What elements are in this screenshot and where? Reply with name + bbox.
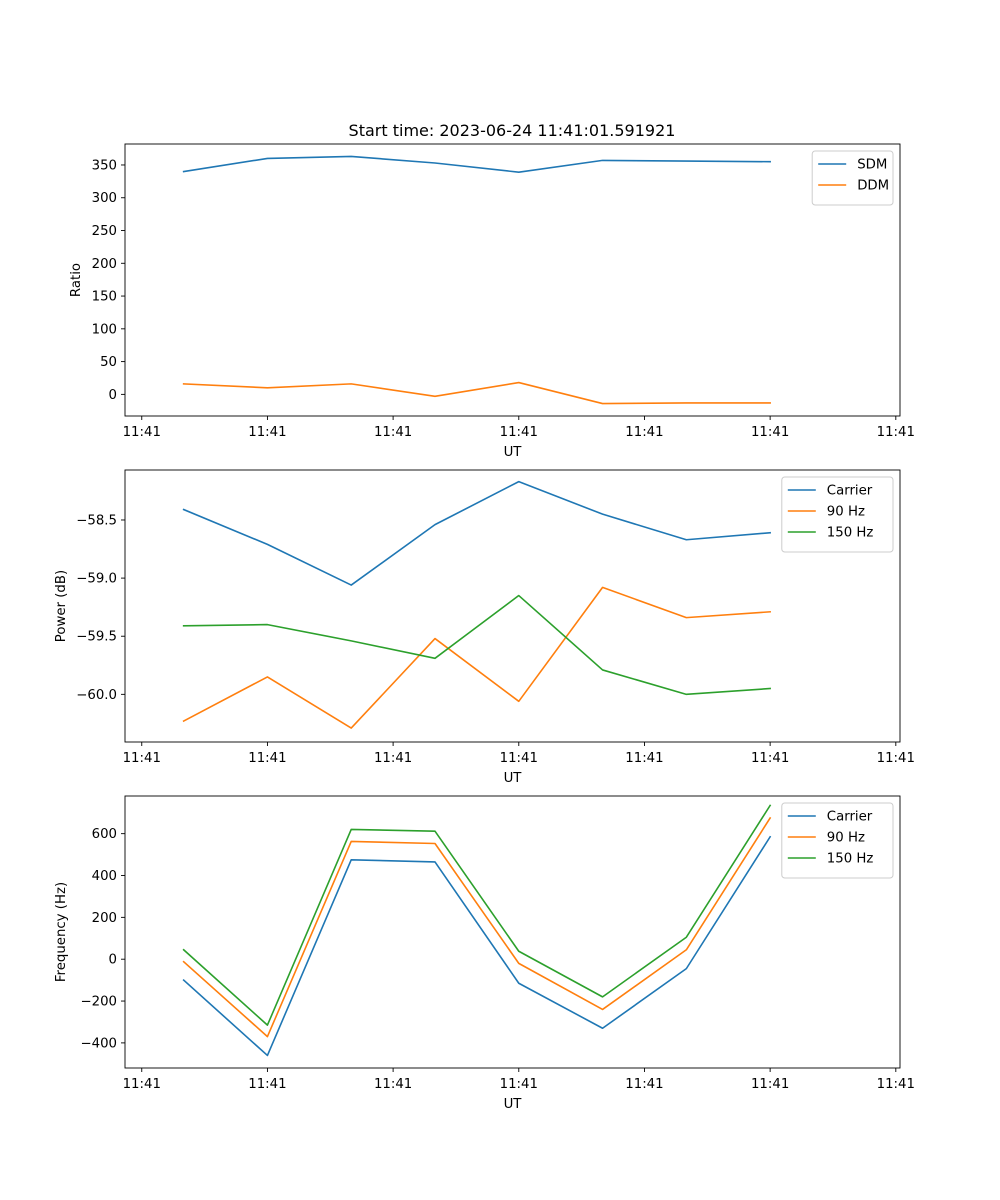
legend-label: Carrier — [827, 484, 873, 499]
series-line-90-hz — [182, 586, 771, 729]
series-line-150-hz — [182, 594, 771, 696]
legend-label: DDM — [857, 179, 889, 194]
x-tick-label: 11:41 — [625, 1077, 663, 1092]
x-tick-label: 11:41 — [500, 751, 538, 766]
legend-box — [781, 802, 894, 879]
x-tick-label: 11:41 — [877, 751, 915, 766]
legend-label: 150 Hz — [827, 852, 874, 867]
legend-box — [781, 476, 894, 553]
series-line-ddm — [182, 381, 771, 405]
legend-label: 90 Hz — [827, 831, 865, 846]
y-tick-label: 200 — [92, 257, 117, 272]
y-axis-label: Power (dB) — [54, 570, 69, 642]
y-tick-label: 400 — [92, 869, 117, 884]
y-tick-label: 300 — [92, 191, 117, 206]
x-tick-label: 11:41 — [248, 1077, 286, 1092]
x-tick-label: 11:41 — [877, 1077, 915, 1092]
y-tick-label: 250 — [92, 224, 117, 239]
series-line-150-hz — [182, 804, 772, 1026]
y-tick-label: 0 — [109, 953, 117, 968]
x-tick-label: 11:41 — [751, 751, 789, 766]
x-tick-label: 11:41 — [248, 751, 286, 766]
x-tick-label: 11:41 — [123, 425, 161, 440]
chart-panel-1: 11:41 11:41 11:41 11:41 11:41 11:41 11:41 0 50 10… — [69, 143, 915, 460]
x-tick-label: 11:41 — [500, 1077, 538, 1092]
y-tick-label: −60.0 — [76, 688, 117, 703]
x-tick-label: 11:41 — [625, 425, 663, 440]
x-axis-label: UT — [504, 771, 523, 786]
series-line-90-hz — [182, 816, 772, 1038]
legend-label: SDM — [857, 158, 887, 173]
axes-frame — [124, 143, 901, 417]
y-tick-label: −58.5 — [76, 513, 117, 528]
chart-panel-2: 11:41 11:41 11:41 11:41 11:41 11:41 11:41 −60.0… — [54, 469, 915, 786]
series-line-carrier — [182, 480, 772, 586]
x-tick-label: 11:41 — [751, 425, 789, 440]
axes-frame — [124, 469, 901, 743]
series-line-sdm — [182, 155, 771, 173]
y-tick-label: −400 — [80, 1036, 117, 1051]
y-tick-label: 350 — [92, 158, 117, 173]
x-tick-label: 11:41 — [374, 425, 412, 440]
y-tick-label: 600 — [92, 827, 117, 842]
y-tick-label: 50 — [100, 355, 117, 370]
x-tick-label: 11:41 — [625, 751, 663, 766]
x-tick-label: 11:41 — [374, 751, 412, 766]
x-tick-label: 11:41 — [123, 1077, 161, 1092]
axes-frame — [124, 795, 901, 1069]
x-tick-label: 11:41 — [877, 425, 915, 440]
series-line-carrier — [182, 835, 772, 1057]
y-tick-label: −59.5 — [76, 630, 117, 645]
x-tick-label: 11:41 — [374, 1077, 412, 1092]
legend: Carrier 90 Hz 150 Hz — [781, 476, 894, 553]
legend-label: Carrier — [827, 810, 873, 825]
legend: SDM DDM — [811, 150, 894, 206]
x-tick-label: 11:41 — [123, 751, 161, 766]
x-tick-label: 11:41 — [751, 1077, 789, 1092]
figure-title: Start time: 2023-06-24 11:41:01.591921 — [349, 121, 676, 140]
chart-panel-3: 11:41 11:41 11:41 11:41 11:41 11:41 11:41 −400 −… — [54, 795, 915, 1112]
y-tick-label: 100 — [92, 322, 117, 337]
y-tick-label: −200 — [80, 995, 117, 1010]
x-axis-label: UT — [504, 445, 523, 460]
x-axis-label: UT — [504, 1097, 523, 1112]
x-tick-label: 11:41 — [248, 425, 286, 440]
y-tick-label: −59.0 — [76, 572, 117, 587]
panels: 11:41 11:41 11:41 11:41 11:41 11:41 11:41 0 50 10… — [54, 143, 915, 1112]
legend-label: 90 Hz — [827, 505, 865, 520]
y-axis-label: Frequency (Hz) — [54, 882, 69, 982]
y-tick-label: 0 — [109, 388, 117, 403]
legend: Carrier 90 Hz 150 Hz — [781, 802, 894, 879]
legend-label: 150 Hz — [827, 526, 874, 541]
y-axis-label: Ratio — [69, 263, 84, 297]
y-tick-label: 150 — [92, 290, 117, 305]
x-tick-label: 11:41 — [500, 425, 538, 440]
y-tick-label: 200 — [92, 911, 117, 926]
